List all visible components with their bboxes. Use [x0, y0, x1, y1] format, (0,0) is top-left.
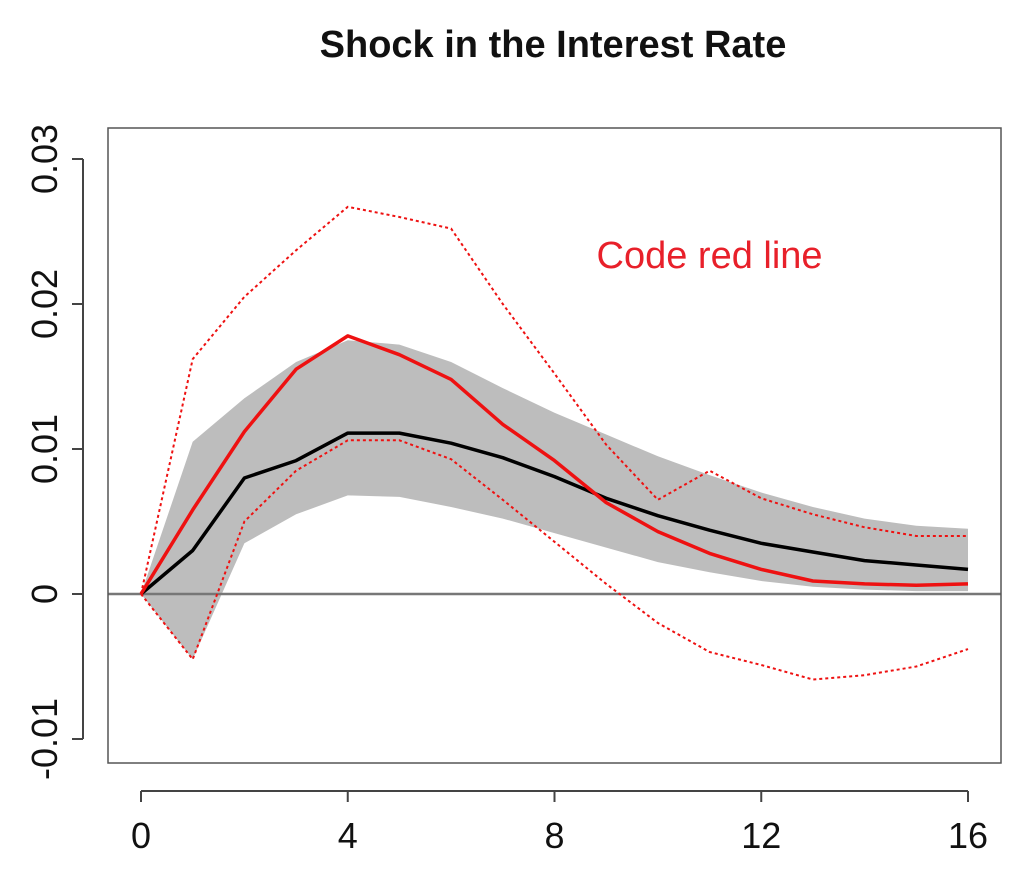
y-tick-label: 0.01 [24, 414, 65, 484]
x-tick-label: 12 [741, 815, 781, 856]
plot-area: 0 4 8 12 16 -0.01 0 0.01 0.02 0.03 Code red line [24, 124, 1002, 856]
series-line-4 [140, 439, 969, 681]
y-tick-label: 0.03 [24, 124, 65, 194]
annotation-label: Code red line [597, 235, 823, 277]
x-tick-label: 4 [338, 815, 358, 856]
series-line-1 [139, 431, 969, 596]
chart-title: Shock in the Interest Rate [320, 24, 787, 66]
confidence-band [141, 340, 968, 660]
x-tick-label: 8 [544, 815, 564, 856]
y-tick-label: 0.02 [24, 269, 65, 339]
x-tick-label: 0 [131, 815, 151, 856]
plot-frame [107, 127, 1002, 764]
series-line-2 [139, 334, 969, 595]
y-tick-label: -0.01 [24, 698, 65, 780]
series-line-3 [140, 205, 968, 595]
y-tick-label: 0 [24, 584, 65, 604]
x-tick-label: 16 [948, 815, 988, 856]
